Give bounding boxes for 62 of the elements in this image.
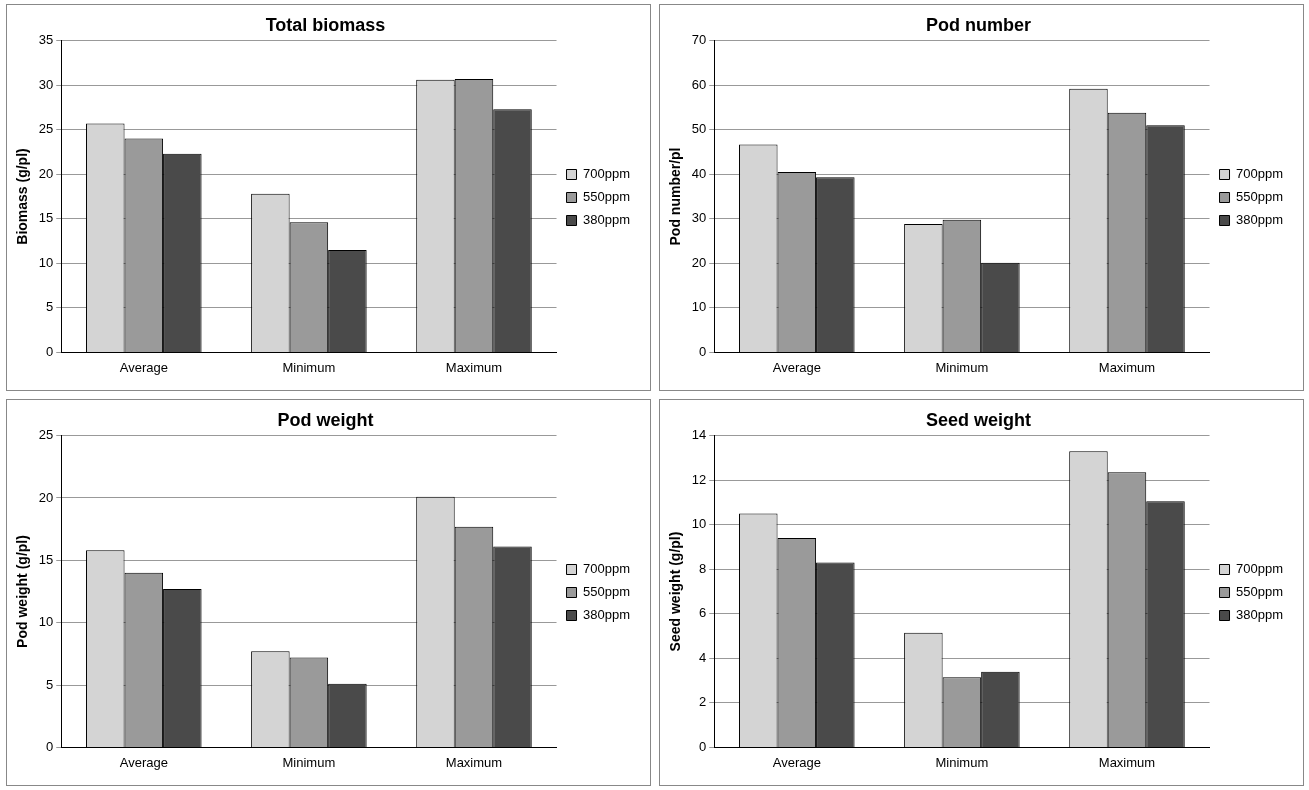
- legend-label: 550ppm: [583, 584, 631, 600]
- y-tick-label: 10: [38, 614, 54, 630]
- chart-title: Total biomass: [265, 14, 386, 35]
- x-tick-label: Minimum: [282, 359, 336, 375]
- x-tick-label: Maximum: [1098, 754, 1156, 770]
- y-tick-label: 50: [691, 121, 707, 137]
- x-tick-label: Average: [772, 754, 821, 770]
- y-tick-label: 20: [38, 165, 54, 181]
- x-tick-label: Minimum: [935, 359, 989, 375]
- y-tick-label: 12: [691, 471, 707, 487]
- x-tick-label: Minimum: [935, 754, 989, 770]
- y-tick-label: 10: [691, 516, 707, 532]
- x-tick-label: Average: [119, 359, 168, 375]
- y-tick-label: 0: [46, 343, 54, 359]
- legend-label: 380ppm: [1236, 607, 1284, 623]
- y-tick-label: 5: [46, 299, 54, 315]
- chart-title: Pod number: [925, 14, 1032, 35]
- y-tick-label: 25: [38, 427, 54, 443]
- y-axis-title: Seed weight (g/pl): [667, 531, 684, 652]
- y-tick-label: 15: [38, 210, 54, 226]
- x-tick-label: Maximum: [1098, 359, 1156, 375]
- legend-label: 700ppm: [1236, 561, 1284, 577]
- y-tick-label: 30: [38, 76, 54, 92]
- legend-label: 380ppm: [583, 607, 631, 623]
- y-tick-label: 30: [691, 210, 707, 226]
- y-tick-label: 8: [699, 560, 707, 576]
- y-tick-label: 20: [691, 254, 707, 270]
- x-tick-label: Average: [119, 754, 168, 770]
- y-tick-label: 0: [699, 343, 707, 359]
- legend-label: 550ppm: [583, 189, 631, 205]
- legend-label: 700ppm: [1236, 166, 1284, 182]
- y-tick-label: 2: [699, 694, 707, 710]
- y-tick-label: 10: [691, 299, 707, 315]
- y-axis-title: Pod number/pl: [667, 147, 684, 246]
- legend-label: 700ppm: [583, 561, 631, 577]
- legend-label: 380ppm: [1236, 212, 1284, 228]
- y-tick-label: 15: [38, 551, 54, 567]
- y-tick-label: 4: [699, 649, 707, 665]
- y-axis-title: Pod weight (g/pl): [14, 535, 31, 648]
- legend-label: 380ppm: [583, 212, 631, 228]
- y-tick-label: 10: [38, 254, 54, 270]
- chart-title: Seed weight: [925, 409, 1032, 430]
- y-tick-label: 14: [691, 427, 707, 443]
- x-tick-label: Minimum: [282, 754, 336, 770]
- chart-title: Pod weight: [277, 409, 374, 430]
- y-tick-label: 25: [38, 121, 54, 137]
- legend-label: 700ppm: [583, 166, 631, 182]
- x-tick-label: Maximum: [445, 754, 503, 770]
- legend-label: 550ppm: [1236, 584, 1284, 600]
- x-tick-label: Average: [772, 359, 821, 375]
- y-axis-title: Biomass (g/pl): [14, 148, 31, 245]
- y-tick-label: 35: [38, 32, 54, 48]
- x-tick-label: Maximum: [445, 359, 503, 375]
- y-tick-label: 20: [38, 489, 54, 505]
- y-tick-label: 60: [691, 76, 707, 92]
- y-tick-label: 0: [699, 738, 707, 754]
- y-tick-label: 40: [691, 165, 707, 181]
- legend-label: 550ppm: [1236, 189, 1284, 205]
- y-tick-label: 6: [699, 605, 707, 621]
- y-tick-label: 0: [46, 738, 54, 754]
- y-tick-label: 5: [46, 676, 54, 692]
- y-tick-label: 70: [691, 32, 707, 48]
